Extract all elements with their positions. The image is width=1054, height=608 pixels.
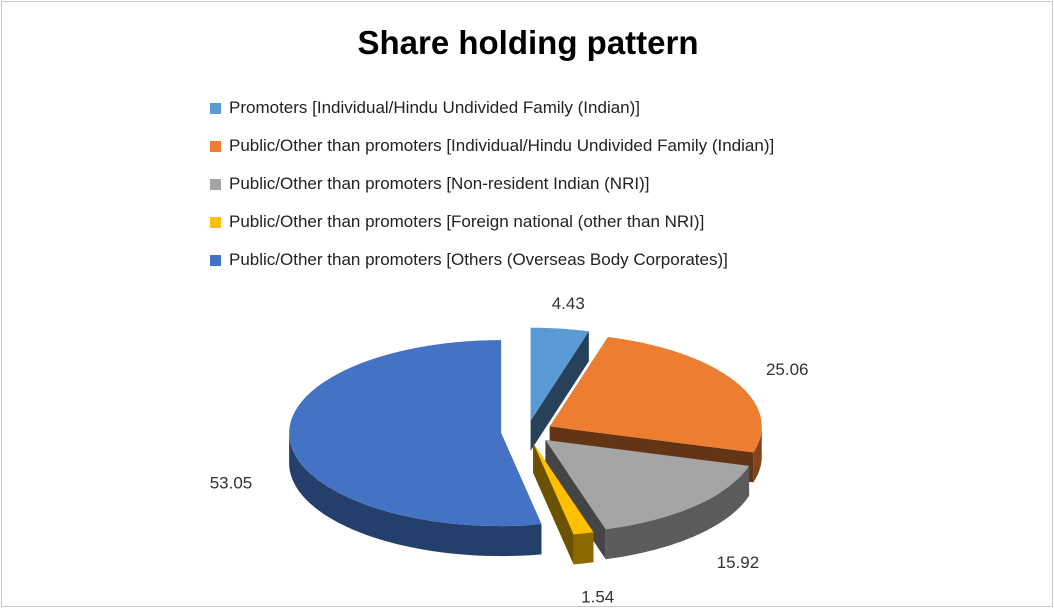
pie-slice-2-side	[605, 465, 750, 560]
pie-slice-1-side	[753, 426, 762, 483]
legend-item-3: Public/Other than promoters [Foreign nat…	[210, 203, 774, 241]
data-label-0: 4.43	[552, 294, 585, 313]
legend-item-0: Promoters [Individual/Hindu Undivided Fa…	[210, 89, 774, 127]
data-label-1: 25.06	[766, 360, 809, 379]
pie-slice-3	[533, 443, 594, 565]
legend-item-2: Public/Other than promoters [Non-residen…	[210, 165, 774, 203]
pie-slice-2-top	[545, 440, 750, 530]
chart-title: Share holding pattern	[357, 24, 699, 61]
legend-label-2: Public/Other than promoters [Non-residen…	[229, 174, 650, 193]
pie-slice-2	[545, 440, 750, 560]
pie-slice-3-top	[533, 443, 594, 535]
data-label-2: 15.92	[717, 553, 760, 572]
pie-slice-4	[289, 340, 542, 557]
legend-swatch-1	[210, 140, 221, 152]
pie-slice-3-wall-1	[533, 443, 574, 565]
legend-label-4: Public/Other than promoters [Others (Ove…	[229, 250, 728, 269]
pie-slice-0-wall-1	[530, 331, 589, 451]
pie-slice-3-side	[573, 532, 594, 565]
legend: Promoters [Individual/Hindu Undivided Fa…	[210, 89, 774, 279]
legend-item-1: Public/Other than promoters [Individual/…	[210, 127, 774, 165]
legend-swatch-4	[210, 254, 221, 266]
legend-label-3: Public/Other than promoters [Foreign nat…	[229, 212, 705, 231]
data-label-3: 1.54	[581, 588, 614, 607]
legend-swatch-3	[210, 216, 221, 228]
legend-label-0: Promoters [Individual/Hindu Undivided Fa…	[229, 98, 641, 117]
pie-slice-1-top	[549, 337, 762, 453]
legend-swatch-2	[210, 178, 221, 190]
legend-label-1: Public/Other than promoters [Individual/…	[229, 136, 775, 155]
data-label-4: 53.05	[210, 473, 253, 492]
pie-slice-0-top	[530, 327, 589, 421]
legend-swatch-0	[210, 102, 221, 114]
pie-slice-4-side	[289, 433, 542, 557]
legend-item-4: Public/Other than promoters [Others (Ove…	[210, 241, 774, 279]
pie-slice-4-top	[289, 340, 542, 527]
pie-slice-0	[530, 327, 589, 451]
